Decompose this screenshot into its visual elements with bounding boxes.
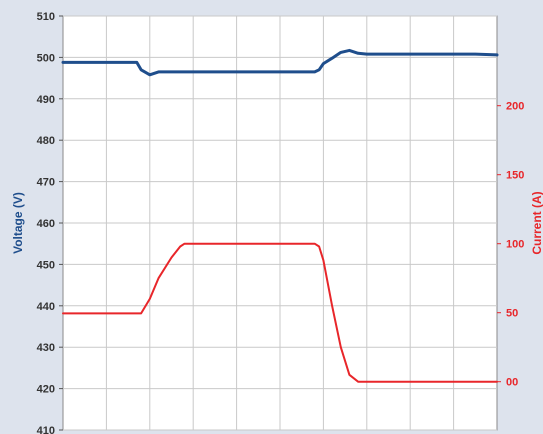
y-axis-left-title: Voltage (V) xyxy=(11,192,25,254)
right-tick-label: 150 xyxy=(506,170,524,182)
right-tick-label: 200 xyxy=(506,101,524,113)
right-axis-ticks: 00 50 100 150 200 xyxy=(497,101,524,389)
left-tick-label: 500 xyxy=(37,52,55,64)
right-tick-label: 100 xyxy=(506,239,524,251)
right-tick-label: 00 xyxy=(506,377,518,389)
left-tick-label: 450 xyxy=(37,259,55,271)
current-series-line xyxy=(62,242,498,383)
left-axis-ticks: 410 420 430 440 450 460 470 480 490 500 510 xyxy=(37,11,63,434)
right-tick-label: 50 xyxy=(506,308,518,320)
left-tick-label: 510 xyxy=(37,11,55,23)
left-tick-label: 460 xyxy=(37,218,55,230)
left-tick-label: 420 xyxy=(37,384,55,396)
left-tick-label: 440 xyxy=(37,301,55,313)
series-lines xyxy=(61,48,499,383)
left-tick-label: 410 xyxy=(37,425,55,434)
voltage-series-line xyxy=(61,48,499,77)
left-tick-label: 430 xyxy=(37,342,55,354)
left-tick-label: 490 xyxy=(37,94,55,106)
y-axis-right-title: Current (A) xyxy=(530,191,543,254)
left-tick-label: 480 xyxy=(37,135,55,147)
left-tick-label: 470 xyxy=(37,177,55,189)
grid-lines xyxy=(63,15,497,431)
